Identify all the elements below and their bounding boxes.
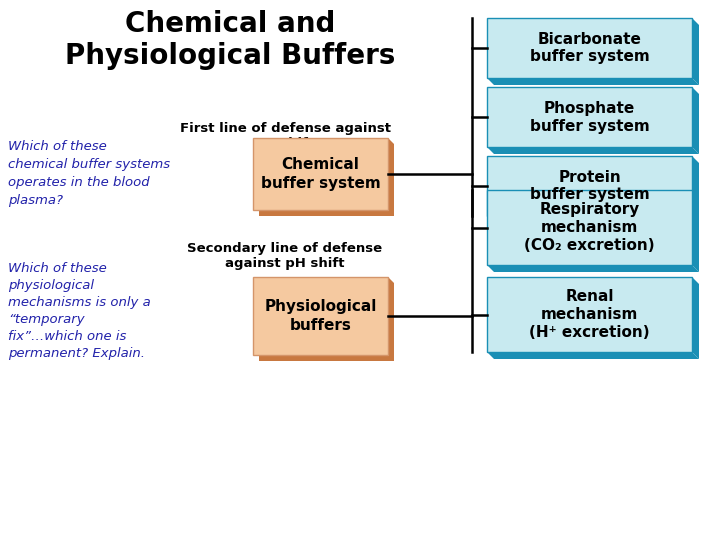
FancyBboxPatch shape — [487, 190, 692, 265]
Text: Bicarbonate
buffer system: Bicarbonate buffer system — [530, 31, 649, 64]
Polygon shape — [259, 277, 394, 361]
Polygon shape — [692, 87, 699, 154]
Polygon shape — [487, 352, 699, 359]
FancyBboxPatch shape — [487, 87, 692, 147]
Polygon shape — [692, 190, 699, 272]
Polygon shape — [487, 265, 699, 272]
Text: Chemical
buffer system: Chemical buffer system — [261, 157, 380, 191]
Polygon shape — [692, 277, 699, 359]
Text: Which of these
chemical buffer systems
operates in the blood
plasma?: Which of these chemical buffer systems o… — [8, 140, 170, 207]
FancyBboxPatch shape — [253, 277, 388, 355]
Text: Secondary line of defense
against pH shift: Secondary line of defense against pH shi… — [187, 242, 382, 270]
Polygon shape — [692, 18, 699, 85]
Polygon shape — [487, 216, 699, 223]
Polygon shape — [692, 156, 699, 223]
Text: Which of these
physiological
mechanisms is only a
“temporary
fix”…which one is
p: Which of these physiological mechanisms … — [8, 262, 150, 360]
Text: Physiological
buffers: Physiological buffers — [264, 299, 377, 333]
FancyBboxPatch shape — [253, 138, 388, 210]
Text: First line of defense against
pH shift: First line of defense against pH shift — [179, 122, 390, 150]
Polygon shape — [487, 147, 699, 154]
Polygon shape — [259, 138, 394, 216]
Text: Protein
buffer system: Protein buffer system — [530, 170, 649, 202]
Text: Chemical and
Physiological Buffers: Chemical and Physiological Buffers — [65, 10, 395, 70]
FancyBboxPatch shape — [487, 156, 692, 216]
FancyBboxPatch shape — [487, 18, 692, 78]
Polygon shape — [487, 78, 699, 85]
FancyBboxPatch shape — [487, 277, 692, 352]
Text: Phosphate
buffer system: Phosphate buffer system — [530, 100, 649, 133]
Text: Renal
mechanism
(H⁺ excretion): Renal mechanism (H⁺ excretion) — [529, 289, 650, 340]
Text: Respiratory
mechanism
(CO₂ excretion): Respiratory mechanism (CO₂ excretion) — [524, 202, 654, 253]
